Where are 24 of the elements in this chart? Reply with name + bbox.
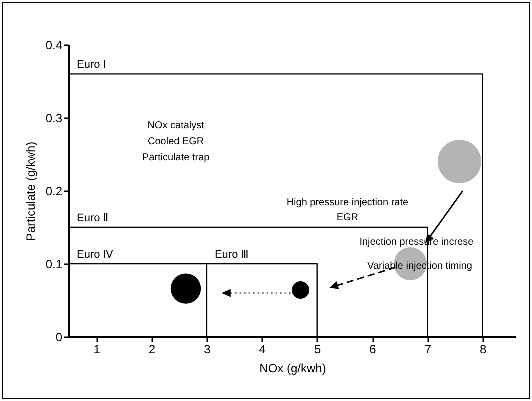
annotation: High pressure injection rate [286, 198, 409, 209]
x-tick-label: 1 [94, 342, 101, 356]
series-label: Euro Ⅱ [77, 212, 109, 224]
y-tick-label: 0.4 [46, 38, 63, 52]
x-axis-title: NOx (g/kwh) [260, 362, 326, 376]
annotation: EGR [336, 212, 359, 224]
series-label: Euro Ⅰ [77, 59, 107, 72]
series-label: Euro Ⅳ [77, 249, 114, 261]
series-label: Euro Ⅲ [214, 249, 249, 261]
x-tick-label: 2 [148, 342, 156, 356]
y-axis-title: Particulate (g/kwh) [24, 142, 38, 242]
annotation: Particulate trap [142, 152, 210, 164]
y-tick-label: 0.2 [46, 184, 63, 198]
x-tick-label: 7 [424, 342, 432, 356]
y-tick-label: 0.1 [46, 258, 63, 272]
y-tick-label: 0.3 [46, 112, 63, 126]
x-tick-label: 6 [370, 342, 377, 356]
annotation: NOx catalyst [148, 120, 205, 132]
y-tick-label: 0 [56, 330, 63, 344]
x-tick-label: 5 [314, 342, 322, 356]
annotation: Cooled EGR [148, 136, 204, 148]
x-tick-label: 3 [204, 342, 212, 356]
x-tick-label: 4 [259, 342, 266, 356]
x-tick-label: 8 [480, 342, 488, 356]
